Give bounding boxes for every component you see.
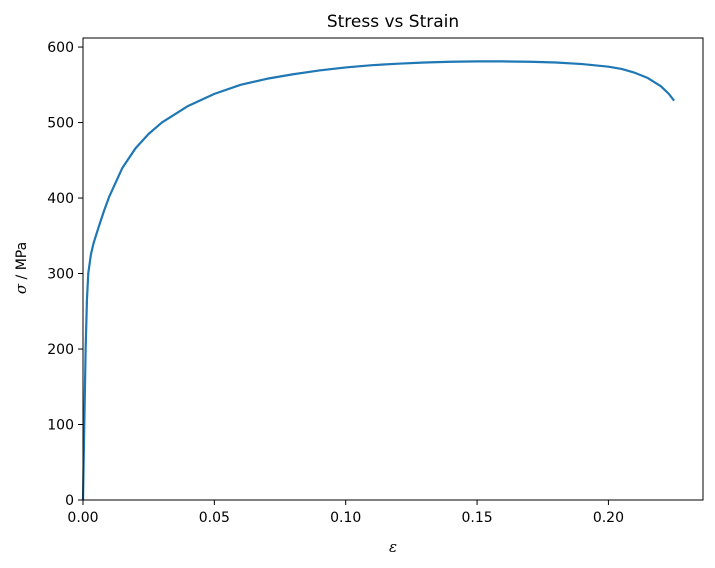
- axes-frame: [82, 37, 704, 501]
- y-tick-label: 200: [47, 342, 74, 358]
- axis-ticks: 0.00 0.05 0.10 0.15 0.20 0 100 200 300 400 500 600: [47, 40, 624, 526]
- y-tick-label: 500: [47, 116, 74, 132]
- x-axis-label: ε: [389, 538, 397, 556]
- x-tick-label: 0.20: [593, 510, 624, 526]
- y-axis-label: σ / MPa: [12, 242, 30, 294]
- x-tick-label: 0.00: [67, 510, 98, 526]
- series-line: [81, 60, 675, 501]
- x-tick-label: 0.15: [461, 510, 492, 526]
- y-axis-label-unit: / MPa: [14, 242, 30, 284]
- y-axis-label-symbol: σ: [12, 283, 30, 294]
- y-tick-label: 100: [47, 418, 74, 434]
- x-tick-label: 0.10: [330, 510, 361, 526]
- x-tick-label: 0.05: [199, 510, 230, 526]
- y-tick-label: 600: [47, 40, 74, 56]
- y-tick-label: 0: [65, 493, 74, 509]
- y-tick-label: 300: [47, 267, 74, 283]
- chart-title: Stress vs Strain: [327, 12, 459, 32]
- plot-area: [81, 60, 675, 501]
- y-tick-label: 400: [47, 191, 74, 207]
